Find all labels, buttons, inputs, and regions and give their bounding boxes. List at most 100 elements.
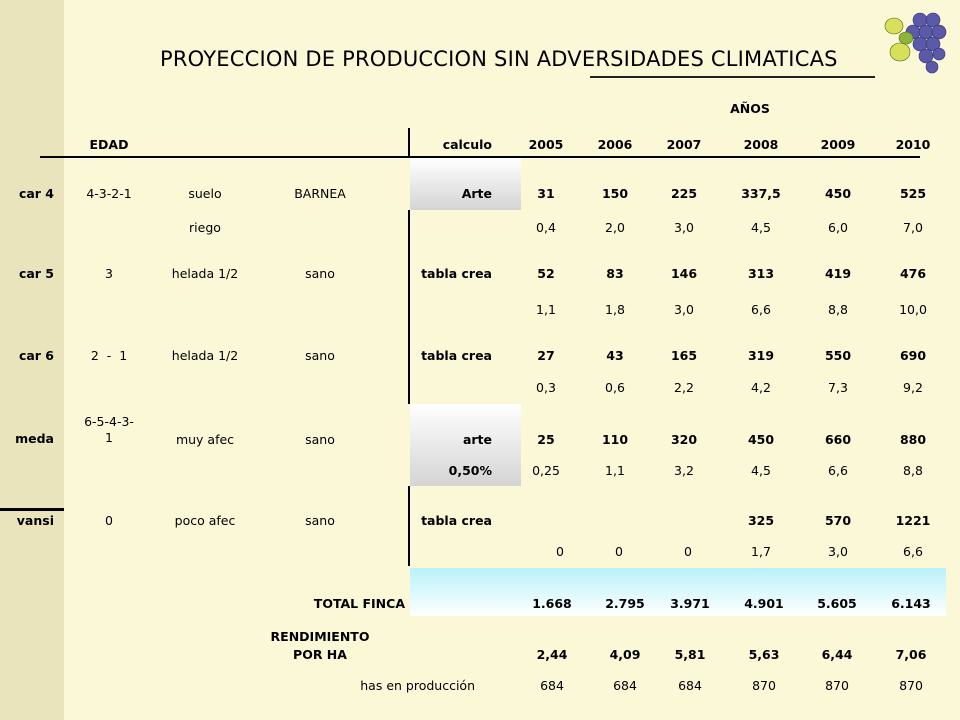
condition-cell: riego — [189, 220, 221, 235]
value-cell: 570 — [824, 513, 852, 528]
year-header: 2005 — [528, 137, 564, 152]
has-value: 870 — [752, 678, 776, 693]
edad-cell: 2 - 1 — [90, 348, 128, 363]
total-band — [410, 568, 946, 616]
left-band — [0, 0, 64, 720]
value-cell: 1221 — [895, 513, 931, 528]
total-value: 1.668 — [532, 596, 572, 611]
total-value: 2.795 — [605, 596, 645, 611]
year-header: 2008 — [743, 137, 779, 152]
yield-cell: 1,1 — [605, 463, 625, 478]
edad-cell-line2: 1 — [105, 430, 113, 445]
anios-header: AÑOS — [730, 101, 770, 116]
rendimiento-value: 5,81 — [674, 647, 706, 662]
calc-column-rule-top — [408, 128, 410, 158]
rendimiento-value: 7,06 — [895, 647, 927, 662]
calc-cell: Arte — [461, 186, 492, 201]
year-header: 2006 — [597, 137, 633, 152]
yield-cell: 8,8 — [828, 302, 848, 317]
value-cell: 450 — [824, 186, 852, 201]
condition-cell: muy afec — [175, 432, 235, 447]
edad-cell: 4-3-2-1 — [86, 186, 132, 201]
yield-cell: 4,2 — [751, 380, 771, 395]
value-cell: 419 — [824, 266, 852, 281]
condition-cell: helada 1/2 — [171, 266, 239, 281]
calc-column-rule-mid — [408, 210, 410, 404]
has-label: has en producción — [360, 678, 475, 693]
yield-cell: 2,2 — [674, 380, 694, 395]
grapes-icon — [884, 12, 947, 74]
yield-cell: 3,0 — [674, 220, 694, 235]
yield-cell: 0 — [615, 544, 623, 559]
edad-header: EDAD — [89, 137, 129, 152]
yield-cell: 0,4 — [536, 220, 556, 235]
total-value: 3.971 — [670, 596, 710, 611]
status-cell: sano — [305, 266, 335, 281]
yield-cell: 1,7 — [751, 544, 771, 559]
percentage-cell: 0,50% — [448, 463, 492, 478]
rendimiento-value: 4,09 — [609, 647, 641, 662]
value-cell: 880 — [899, 432, 927, 447]
value-cell: 337,5 — [741, 186, 781, 201]
yield-cell: 10,0 — [899, 302, 927, 317]
cuartel-label: meda — [15, 431, 54, 446]
rendimiento-label-line2: POR HA — [293, 647, 347, 662]
value-cell: 25 — [537, 432, 555, 447]
year-header: 2009 — [820, 137, 856, 152]
value-cell: 146 — [670, 266, 698, 281]
yield-cell: 0,6 — [605, 380, 625, 395]
value-cell: 31 — [537, 186, 555, 201]
condition-cell: poco afec — [174, 513, 236, 528]
year-header: 2010 — [895, 137, 931, 152]
calc-column-rule-bottom — [408, 486, 410, 566]
yield-cell: 7,0 — [903, 220, 923, 235]
value-cell: 319 — [747, 348, 775, 363]
value-cell: 476 — [899, 266, 927, 281]
year-header: 2007 — [666, 137, 702, 152]
yield-cell: 4,5 — [751, 220, 771, 235]
condition-cell: helada 1/2 — [171, 348, 239, 363]
yield-cell: 3,2 — [674, 463, 694, 478]
value-cell: 27 — [537, 348, 555, 363]
value-cell: 320 — [670, 432, 698, 447]
total-value: 5.605 — [817, 596, 857, 611]
condition-cell: suelo — [188, 186, 222, 201]
value-cell: 690 — [899, 348, 927, 363]
value-cell: 52 — [537, 266, 555, 281]
yield-cell: 1,1 — [536, 302, 556, 317]
value-cell: 525 — [899, 186, 927, 201]
total-value: 4.901 — [744, 596, 784, 611]
yield-cell: 9,2 — [903, 380, 923, 395]
yield-cell: 0,25 — [532, 463, 560, 478]
edad-cell: 3 — [105, 266, 113, 281]
value-cell: 225 — [670, 186, 698, 201]
arte-shaded-box — [410, 158, 521, 210]
rendimiento-value: 6,44 — [821, 647, 853, 662]
value-cell: 325 — [747, 513, 775, 528]
yield-cell: 6,6 — [828, 463, 848, 478]
cuartel-label: car 5 — [18, 266, 54, 281]
has-value: 870 — [825, 678, 849, 693]
has-value: 684 — [613, 678, 637, 693]
value-cell: 550 — [824, 348, 852, 363]
status-cell: BARNEA — [294, 186, 346, 201]
left-band-mark — [0, 508, 64, 511]
yield-cell: 0 — [556, 544, 564, 559]
cuartel-label: car 4 — [18, 186, 54, 201]
yield-cell: 1,8 — [605, 302, 625, 317]
yield-cell: 2,0 — [605, 220, 625, 235]
value-cell: 313 — [747, 266, 775, 281]
rendimiento-label-line1: RENDIMIENTO — [270, 629, 370, 644]
meda-shaded-box — [410, 404, 521, 486]
calculo-header: calculo — [442, 137, 492, 152]
edad-cell: 0 — [105, 513, 113, 528]
has-value: 684 — [540, 678, 564, 693]
total-finca-label: TOTAL FINCA — [313, 596, 405, 611]
title-underline — [590, 76, 875, 78]
status-cell: sano — [305, 513, 335, 528]
value-cell: 660 — [824, 432, 852, 447]
yield-cell: 4,5 — [751, 463, 771, 478]
cuartel-label: car 6 — [18, 348, 54, 363]
yield-cell: 3,0 — [828, 544, 848, 559]
header-rule — [40, 156, 920, 158]
